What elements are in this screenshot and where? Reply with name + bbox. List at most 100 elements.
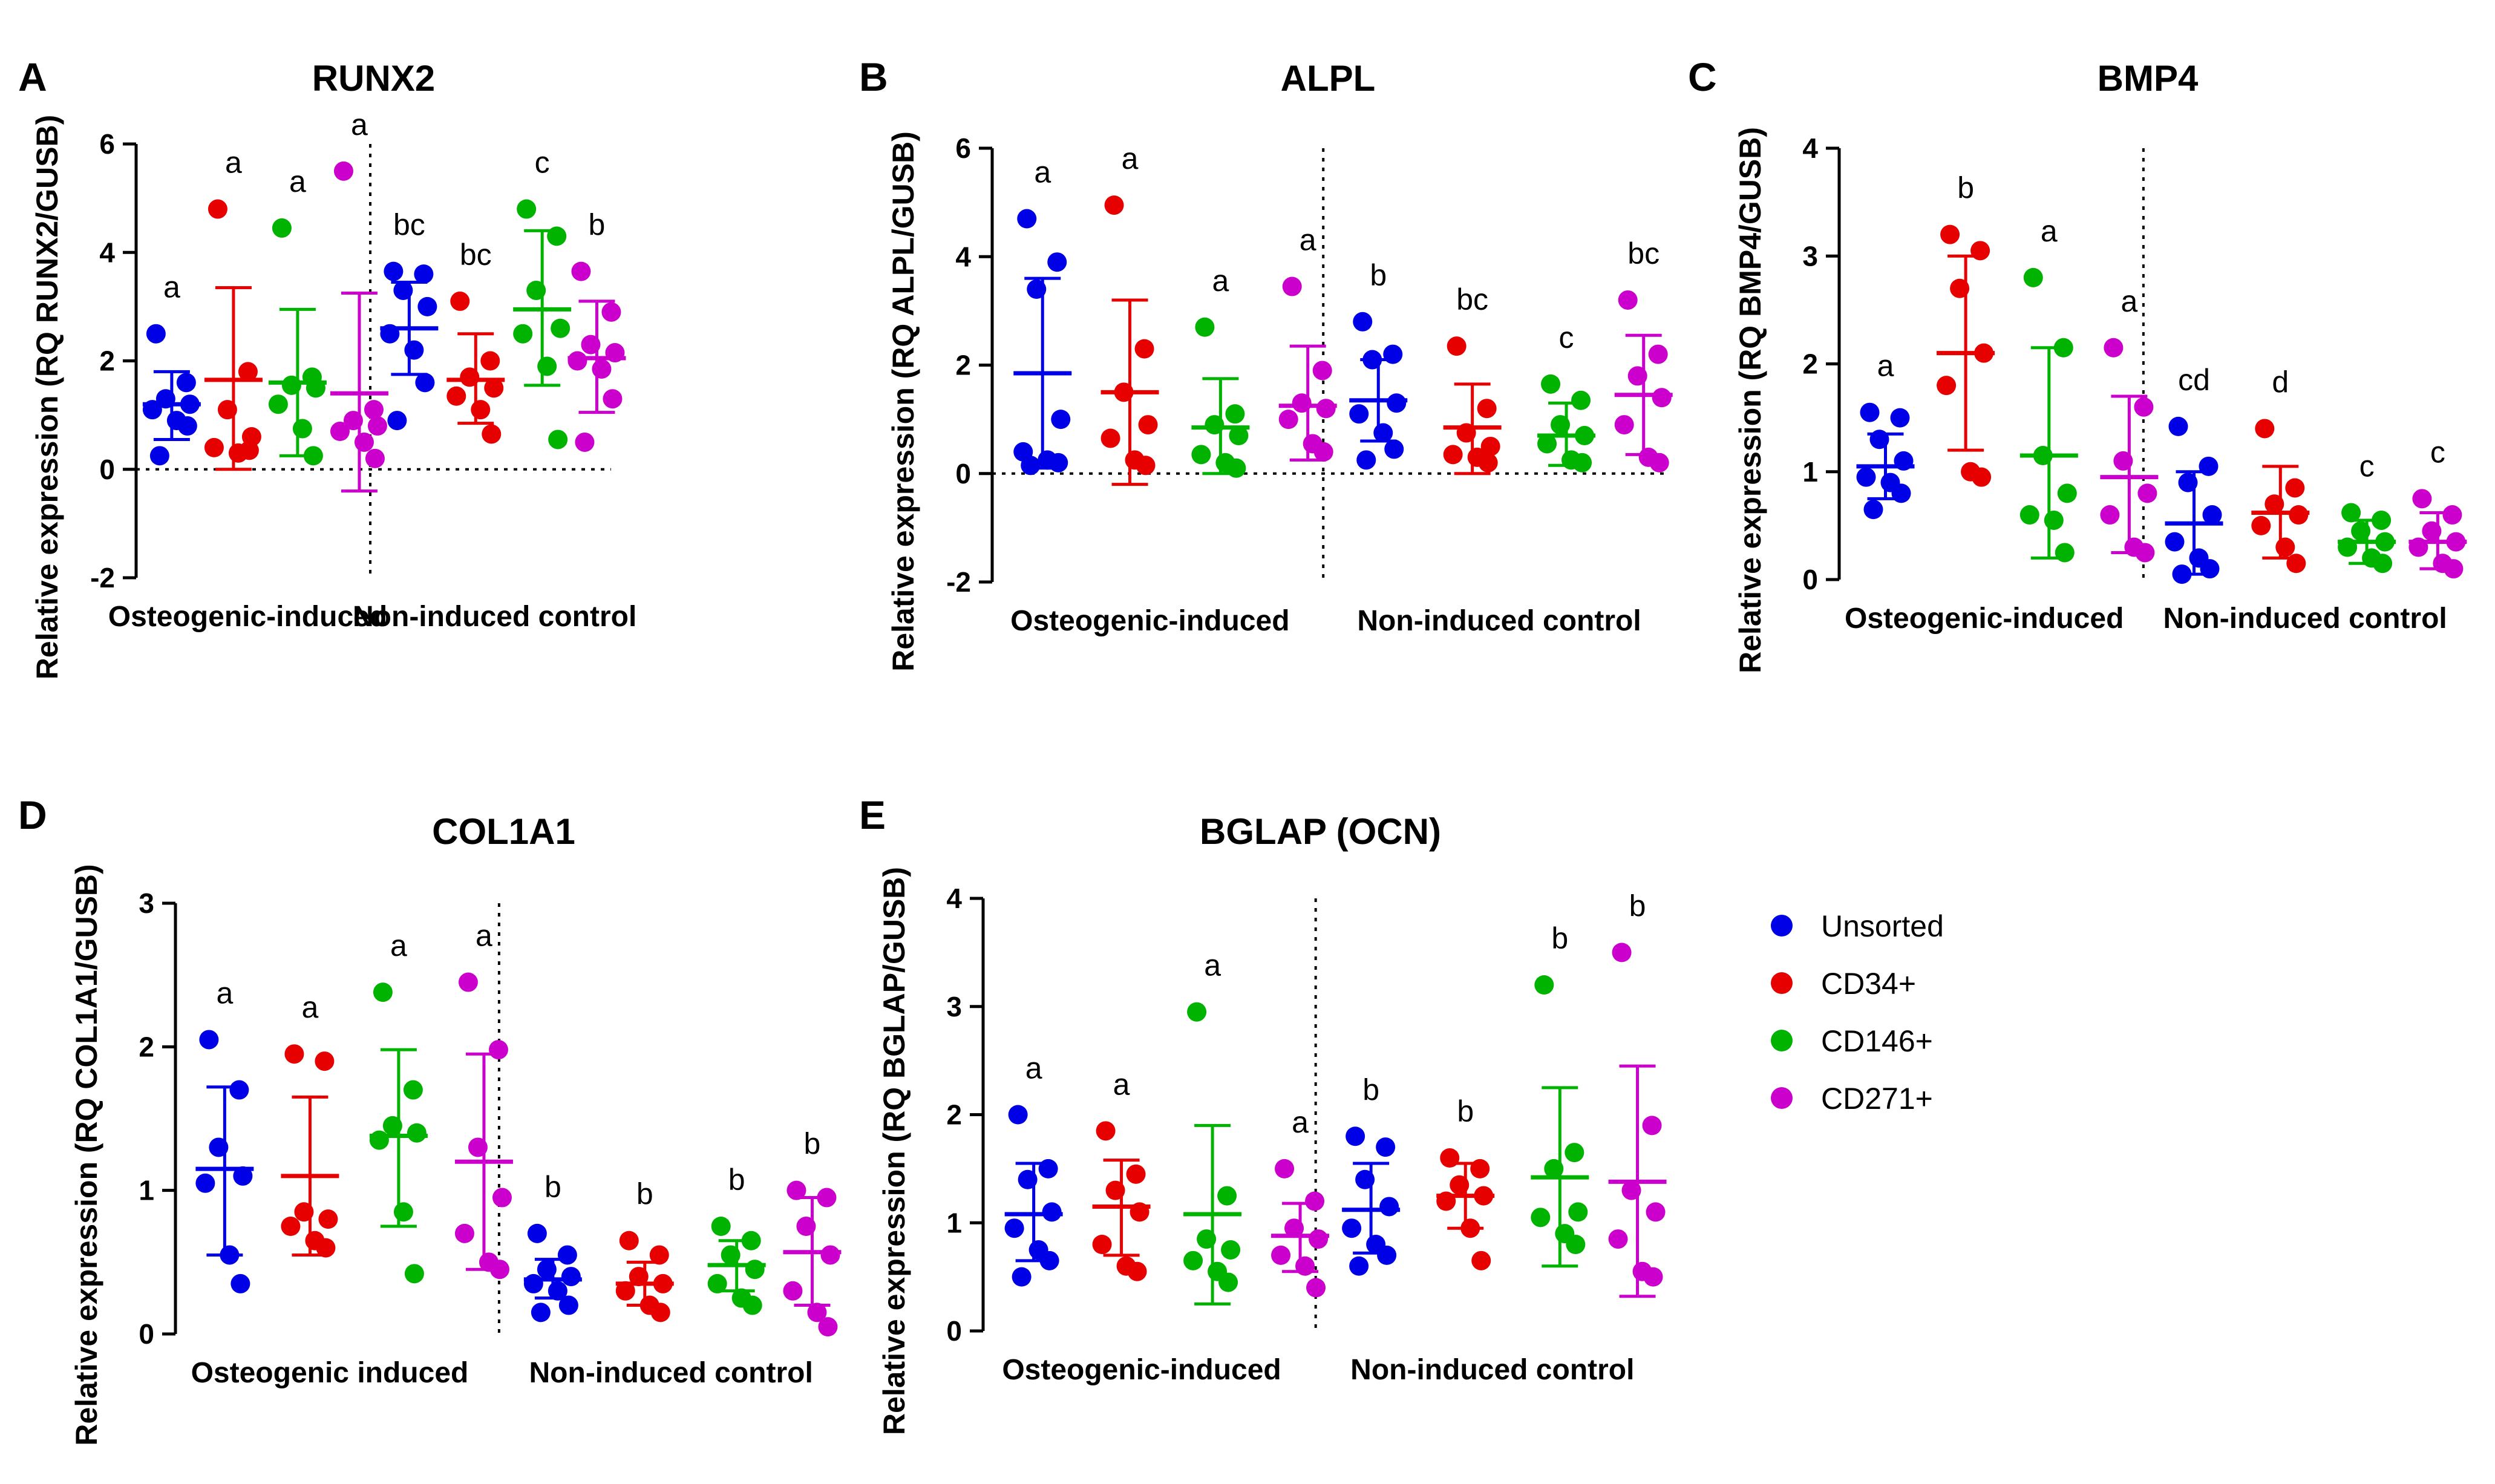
- group-osteogenic-induced-unsorted: a: [1013, 155, 1072, 476]
- data-point: [1537, 434, 1557, 454]
- data-point: [1282, 276, 1302, 296]
- significance-letter: a: [390, 929, 407, 963]
- significance-letter: b: [589, 208, 606, 242]
- data-point: [517, 199, 537, 219]
- data-point: [575, 432, 595, 452]
- group-osteogenic-induced-cd146: a: [2019, 214, 2078, 563]
- y-axis-label: Relative expression (RQ BMP4/GUSB): [1733, 127, 1767, 673]
- data-point: [1362, 350, 1382, 370]
- data-point: [1648, 344, 1668, 364]
- data-point: [387, 411, 407, 431]
- condition-label: Osteogenic induced: [191, 1357, 469, 1389]
- y-tick-label: 0: [99, 454, 115, 485]
- data-point: [2019, 505, 2039, 525]
- data-point: [306, 378, 325, 398]
- group-osteogenic-induced-cd146: a: [268, 165, 327, 466]
- data-point: [330, 422, 350, 442]
- data-point: [1571, 390, 1591, 410]
- data-point: [615, 1281, 635, 1301]
- data-point: [2165, 532, 2185, 552]
- data-point: [1376, 1137, 1396, 1157]
- data-point: [1048, 453, 1068, 472]
- data-point: [1534, 975, 1554, 995]
- data-point: [480, 351, 500, 371]
- data-point: [1460, 1218, 1480, 1238]
- y-axis-label: Relative expression (RQ COL1A1/GUSB): [70, 864, 103, 1445]
- data-point: [1275, 1159, 1295, 1178]
- y-tick-label: 3: [139, 887, 154, 919]
- group-non-induced-control-cd271: b: [567, 208, 626, 452]
- y-tick-label: 4: [946, 883, 962, 914]
- data-point: [458, 972, 478, 992]
- group-non-induced-control-unsorted: b: [523, 1170, 582, 1322]
- group-non-induced-control-cd34: b: [1436, 1094, 1495, 1270]
- group-osteogenic-induced-cd271: a: [454, 919, 513, 1280]
- data-point: [1051, 410, 1071, 430]
- data-point: [155, 389, 175, 409]
- legend-label-unsorted: Unsorted: [1821, 909, 1944, 943]
- significance-letter: b: [544, 1170, 561, 1204]
- data-point: [2264, 494, 2284, 514]
- data-point: [1284, 1218, 1304, 1238]
- group-osteogenic-induced-unsorted: a: [142, 270, 201, 466]
- y-tick-label: 2: [99, 345, 115, 377]
- data-point: [1456, 423, 1476, 443]
- data-point: [653, 1273, 673, 1293]
- data-point: [1312, 361, 1332, 381]
- data-point: [2444, 559, 2464, 579]
- data-point: [721, 1245, 741, 1265]
- data-point: [149, 446, 169, 466]
- data-point: [1541, 374, 1561, 394]
- data-point: [2375, 532, 2395, 552]
- data-point: [382, 1116, 402, 1136]
- data-point: [2135, 543, 2155, 563]
- data-point: [1474, 1186, 1494, 1206]
- significance-letter: b: [1362, 1073, 1379, 1106]
- significance-letter: b: [1551, 921, 1568, 955]
- significance-letter: b: [1457, 1094, 1474, 1128]
- significance-letter: a: [1122, 142, 1139, 175]
- chart-title: COL1A1: [432, 811, 575, 852]
- data-point: [231, 1273, 250, 1293]
- data-point: [2113, 451, 2133, 471]
- data-point: [343, 411, 363, 431]
- data-point: [2023, 267, 2043, 287]
- data-point: [1218, 1272, 1238, 1292]
- data-point: [817, 1188, 837, 1208]
- data-point: [548, 1281, 567, 1301]
- group-non-induced-control-unsorted: b: [1342, 1073, 1401, 1276]
- data-point: [272, 218, 292, 238]
- data-point: [1313, 442, 1333, 462]
- data-point: [450, 291, 470, 311]
- significance-letter: b: [636, 1177, 653, 1211]
- data-point: [2100, 505, 2120, 525]
- group-non-induced-control-unsorted: cd: [2165, 363, 2223, 584]
- data-point: [373, 982, 393, 1002]
- data-point: [217, 400, 237, 420]
- data-point: [1100, 428, 1120, 448]
- y-tick-label: 4: [1802, 132, 1818, 164]
- data-point: [741, 1231, 761, 1250]
- data-point: [176, 373, 196, 393]
- data-point: [1477, 399, 1497, 419]
- data-point: [2442, 505, 2462, 525]
- significance-letter: a: [1212, 264, 1229, 298]
- significance-letter: b: [1370, 258, 1387, 292]
- data-point: [1383, 344, 1403, 364]
- group-osteogenic-induced-cd271: a: [1271, 1105, 1330, 1298]
- data-point: [454, 1223, 474, 1243]
- significance-letter: bc: [393, 208, 425, 242]
- data-point: [1138, 415, 1158, 435]
- y-tick-label: 0: [139, 1318, 154, 1350]
- data-point: [1197, 1229, 1217, 1249]
- y-tick-label: 4: [99, 237, 115, 268]
- chart-title: ALPL: [1281, 58, 1376, 99]
- data-point: [233, 1166, 253, 1186]
- condition-label: Osteogenic-induced: [108, 601, 387, 633]
- y-tick-label: 2: [1802, 348, 1818, 380]
- data-point: [1271, 1245, 1291, 1265]
- group-osteogenic-induced-unsorted: a: [1856, 349, 1915, 520]
- group-non-induced-control-cd146: c: [513, 146, 572, 449]
- chart-title: BGLAP (OCN): [1200, 811, 1441, 852]
